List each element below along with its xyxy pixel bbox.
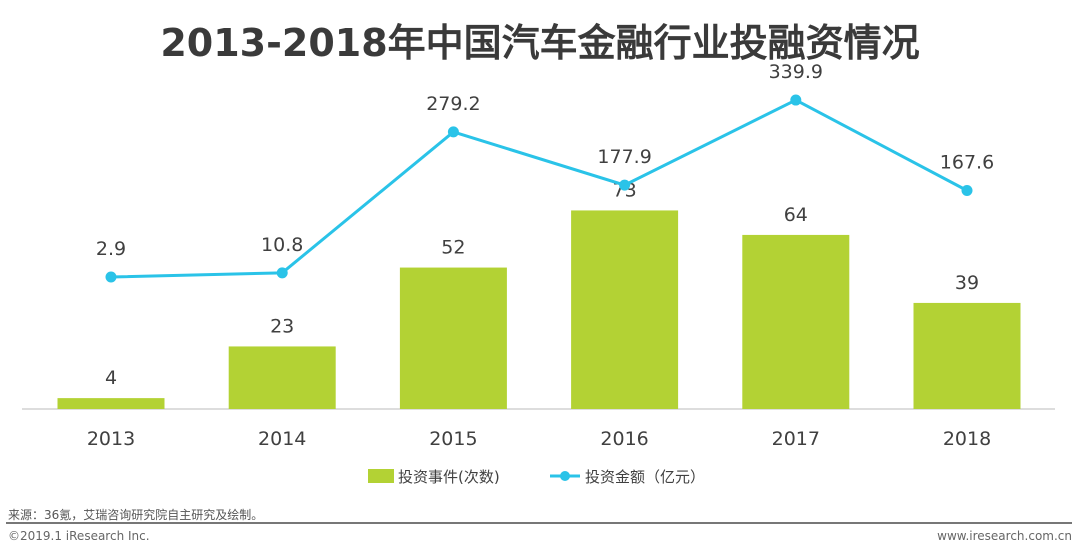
- source-note: 来源：36氪，艾瑞咨询研究院自主研究及绘制。: [8, 508, 264, 522]
- bar-label-2017: 64: [784, 204, 808, 226]
- bar-2015: [399, 267, 507, 409]
- line-point-2015: [447, 126, 459, 138]
- line-label-2018: 167.6: [940, 152, 994, 174]
- bar-2014: [228, 346, 336, 409]
- legend-bar-label: 投资事件(次数): [398, 468, 500, 486]
- line-label-2017: 339.9: [769, 61, 823, 83]
- line-label-2014: 10.8: [261, 234, 303, 256]
- line-point-2016: [619, 179, 631, 191]
- line-point-2018: [961, 185, 973, 197]
- bar-label-2018: 39: [955, 272, 979, 294]
- x-tick-2013: 2013: [87, 428, 135, 450]
- bar-label-2015: 52: [441, 237, 465, 259]
- website-url: www.iresearch.com.cn: [937, 529, 1072, 543]
- legend-line-label: 投资金额（亿元）: [585, 468, 705, 486]
- chart-title: 2013-2018年中国汽车金融行业投融资情况: [160, 21, 920, 65]
- line-point-2017: [790, 94, 802, 106]
- line-point-2014: [276, 267, 288, 279]
- x-tick-2015: 2015: [429, 428, 477, 450]
- x-tick-2017: 2017: [772, 428, 820, 450]
- bar-2017: [742, 234, 850, 409]
- legend-line-marker: [560, 471, 570, 481]
- bar-2016: [571, 210, 679, 409]
- bar-label-2014: 23: [270, 315, 294, 337]
- line-label-2016: 177.9: [597, 146, 651, 168]
- x-tick-2014: 2014: [258, 428, 306, 450]
- x-tick-2018: 2018: [943, 428, 991, 450]
- x-tick-2016: 2016: [600, 428, 648, 450]
- line-label-2015: 279.2: [426, 93, 480, 115]
- line-series: [110, 98, 968, 279]
- bar-2018: [913, 302, 1021, 409]
- bar-label-2013: 4: [105, 367, 117, 389]
- line-point-2013: [105, 271, 117, 283]
- footer-divider: [6, 522, 1072, 524]
- bar-2013: [57, 398, 165, 409]
- copyright: ©2019.1 iResearch Inc.: [8, 529, 150, 543]
- legend-bar-swatch: [368, 469, 394, 483]
- line-label-2013: 2.9: [96, 238, 126, 260]
